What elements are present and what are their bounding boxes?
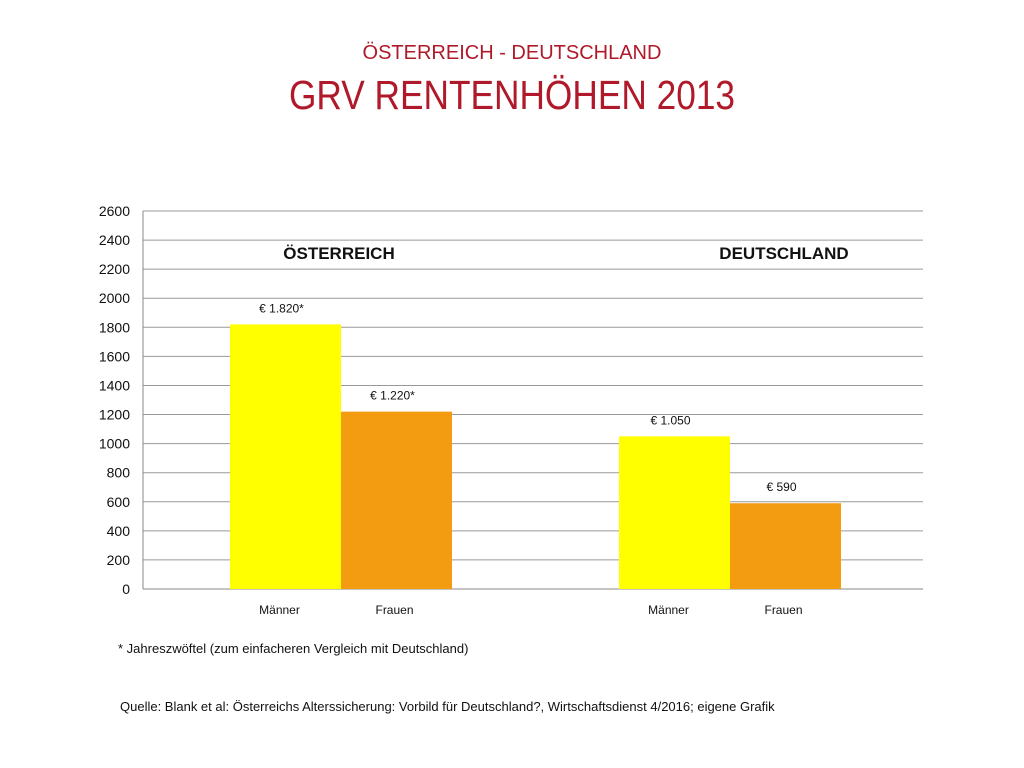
- category-label: Frauen: [764, 603, 802, 617]
- data-label: € 1.220*: [370, 389, 415, 403]
- bar: [730, 503, 841, 589]
- data-label: € 590: [766, 480, 796, 494]
- y-tick-label: 2000: [99, 290, 130, 306]
- bar: [341, 411, 452, 589]
- y-tick-label: 2600: [99, 203, 130, 219]
- group-label: DEUTSCHLAND: [719, 244, 848, 263]
- footnote: * Jahreszwöftel (zum einfacheren Verglei…: [118, 641, 469, 656]
- category-label: Männer: [259, 603, 300, 617]
- y-tick-label: 1600: [99, 348, 130, 364]
- y-tick-label: 1000: [99, 436, 130, 452]
- y-tick-label: 200: [107, 552, 131, 568]
- source-note: Quelle: Blank et al: Österreichs Alterss…: [120, 699, 775, 714]
- data-label: € 1.820*: [259, 301, 304, 315]
- group-label: ÖSTERREICH: [283, 244, 394, 263]
- y-tick-label: 1200: [99, 407, 130, 423]
- y-tick-label: 1400: [99, 377, 130, 393]
- bar: [619, 436, 730, 589]
- y-tick-label: 2200: [99, 261, 130, 277]
- y-tick-label: 1800: [99, 319, 130, 335]
- bar: [230, 324, 341, 589]
- chart-title: GRV RENTENHÖHEN 2013: [288, 72, 736, 118]
- y-tick-label: 2400: [99, 232, 130, 248]
- category-label: Männer: [648, 603, 689, 617]
- y-tick-label: 600: [107, 494, 131, 510]
- category-label: Frauen: [375, 603, 413, 617]
- y-tick-label: 0: [122, 581, 130, 597]
- data-label: € 1.050: [650, 413, 690, 427]
- chart-subtitle: ÖSTERREICH - DEUTSCHLAND: [362, 42, 662, 64]
- y-tick-label: 400: [107, 523, 131, 539]
- y-tick-label: 800: [107, 465, 131, 481]
